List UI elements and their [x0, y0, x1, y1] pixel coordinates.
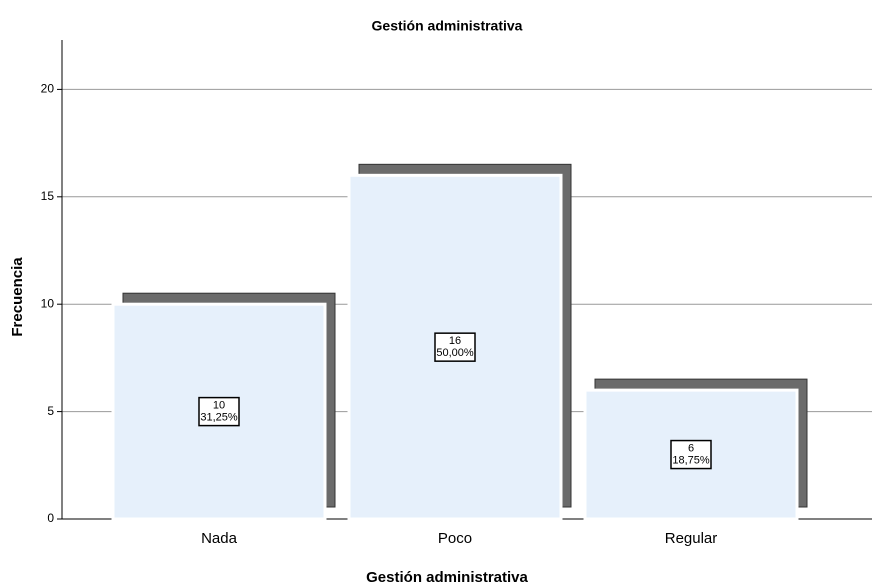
x-tick-label: Regular — [665, 530, 718, 547]
y-tick-label: 10 — [41, 296, 55, 310]
x-axis-label: Gestión administrativa — [366, 569, 528, 586]
data-label: 31,25% — [200, 412, 238, 424]
data-label: 50,00% — [436, 347, 474, 359]
y-tick-label: 0 — [47, 511, 54, 525]
data-label: 10 — [213, 400, 225, 412]
x-tick-label: Poco — [438, 530, 472, 547]
data-label-box — [670, 439, 712, 470]
chart-title: Gestión administrativa — [372, 18, 523, 34]
y-tick-label: 15 — [41, 189, 55, 203]
data-label-box — [434, 332, 476, 362]
data-label: 18,75% — [672, 454, 710, 466]
data-label: 16 — [449, 335, 461, 347]
data-label: 6 — [688, 442, 694, 454]
y-axis-label: Frecuencia — [9, 257, 26, 337]
y-tick-label: 20 — [41, 82, 55, 96]
x-tick-label: Nada — [201, 530, 238, 547]
data-label-box — [198, 396, 240, 427]
y-tick-label: 5 — [47, 404, 54, 418]
